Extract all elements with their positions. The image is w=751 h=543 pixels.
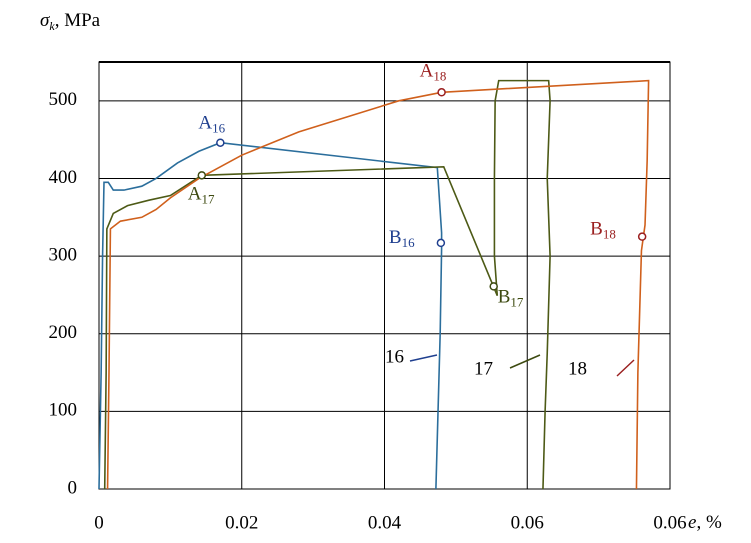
series-label: 17 bbox=[474, 358, 493, 379]
x-label-unit: , % bbox=[696, 512, 722, 533]
point-label-subscript: 17 bbox=[510, 294, 524, 309]
point-label-subscript: 18 bbox=[603, 227, 616, 242]
point-label-subscript: 18 bbox=[433, 68, 446, 83]
y-label-unit: , MPa bbox=[55, 10, 101, 31]
point-label: B16 bbox=[389, 227, 415, 250]
y-label-subscript: k bbox=[49, 19, 55, 33]
point-marker bbox=[216, 138, 225, 147]
y-tick-label: 300 bbox=[49, 244, 78, 265]
point-marker bbox=[437, 88, 446, 97]
x-label-symbol: e bbox=[688, 512, 696, 533]
point-marker bbox=[436, 238, 446, 248]
leader-line bbox=[616, 359, 635, 377]
leader-line bbox=[509, 354, 541, 369]
point-marker bbox=[637, 232, 647, 241]
point-label-letter: A bbox=[420, 61, 434, 82]
point-marker bbox=[489, 282, 498, 291]
series-line bbox=[98, 141, 443, 490]
y-tick-label: 500 bbox=[49, 89, 78, 110]
point-label-letter: B bbox=[590, 219, 603, 240]
series-label: 16 bbox=[385, 346, 404, 367]
y-tick-label: 100 bbox=[49, 400, 78, 421]
series-label: 18 bbox=[568, 358, 587, 379]
y-tick-label: 400 bbox=[49, 167, 78, 188]
x-tick-label: 0.02 bbox=[225, 512, 258, 533]
x-tick-label: 0 bbox=[94, 512, 104, 533]
point-label-letter: B bbox=[389, 227, 402, 248]
point-label-subscript: 16 bbox=[402, 235, 416, 250]
series-line bbox=[106, 79, 650, 490]
x-tick-label: 0.04 bbox=[368, 512, 402, 533]
point-label: A18 bbox=[420, 61, 447, 84]
x-axis-label: e, % bbox=[688, 512, 722, 533]
y-tick-label: 0 bbox=[68, 477, 78, 498]
point-marker bbox=[197, 171, 207, 180]
y-tick-label: 200 bbox=[49, 322, 78, 343]
point-label-letter: A bbox=[198, 113, 212, 134]
point-label: B17 bbox=[498, 287, 524, 310]
series-line bbox=[103, 79, 551, 490]
point-label-letter: B bbox=[498, 287, 511, 308]
point-label: B18 bbox=[590, 219, 616, 242]
point-label-subscript: 17 bbox=[202, 191, 216, 206]
x-tick-label: 0.06 bbox=[653, 512, 686, 533]
point-label-subscript: 16 bbox=[212, 121, 226, 136]
y-axis-label: σk, MPa bbox=[40, 10, 101, 32]
leader-line bbox=[409, 354, 438, 362]
point-label: A17 bbox=[188, 184, 215, 207]
y-label-symbol: σ bbox=[40, 10, 50, 31]
x-tick-label: 0.06 bbox=[511, 512, 544, 533]
point-label-letter: A bbox=[188, 184, 202, 205]
point-label: A16 bbox=[198, 113, 225, 136]
